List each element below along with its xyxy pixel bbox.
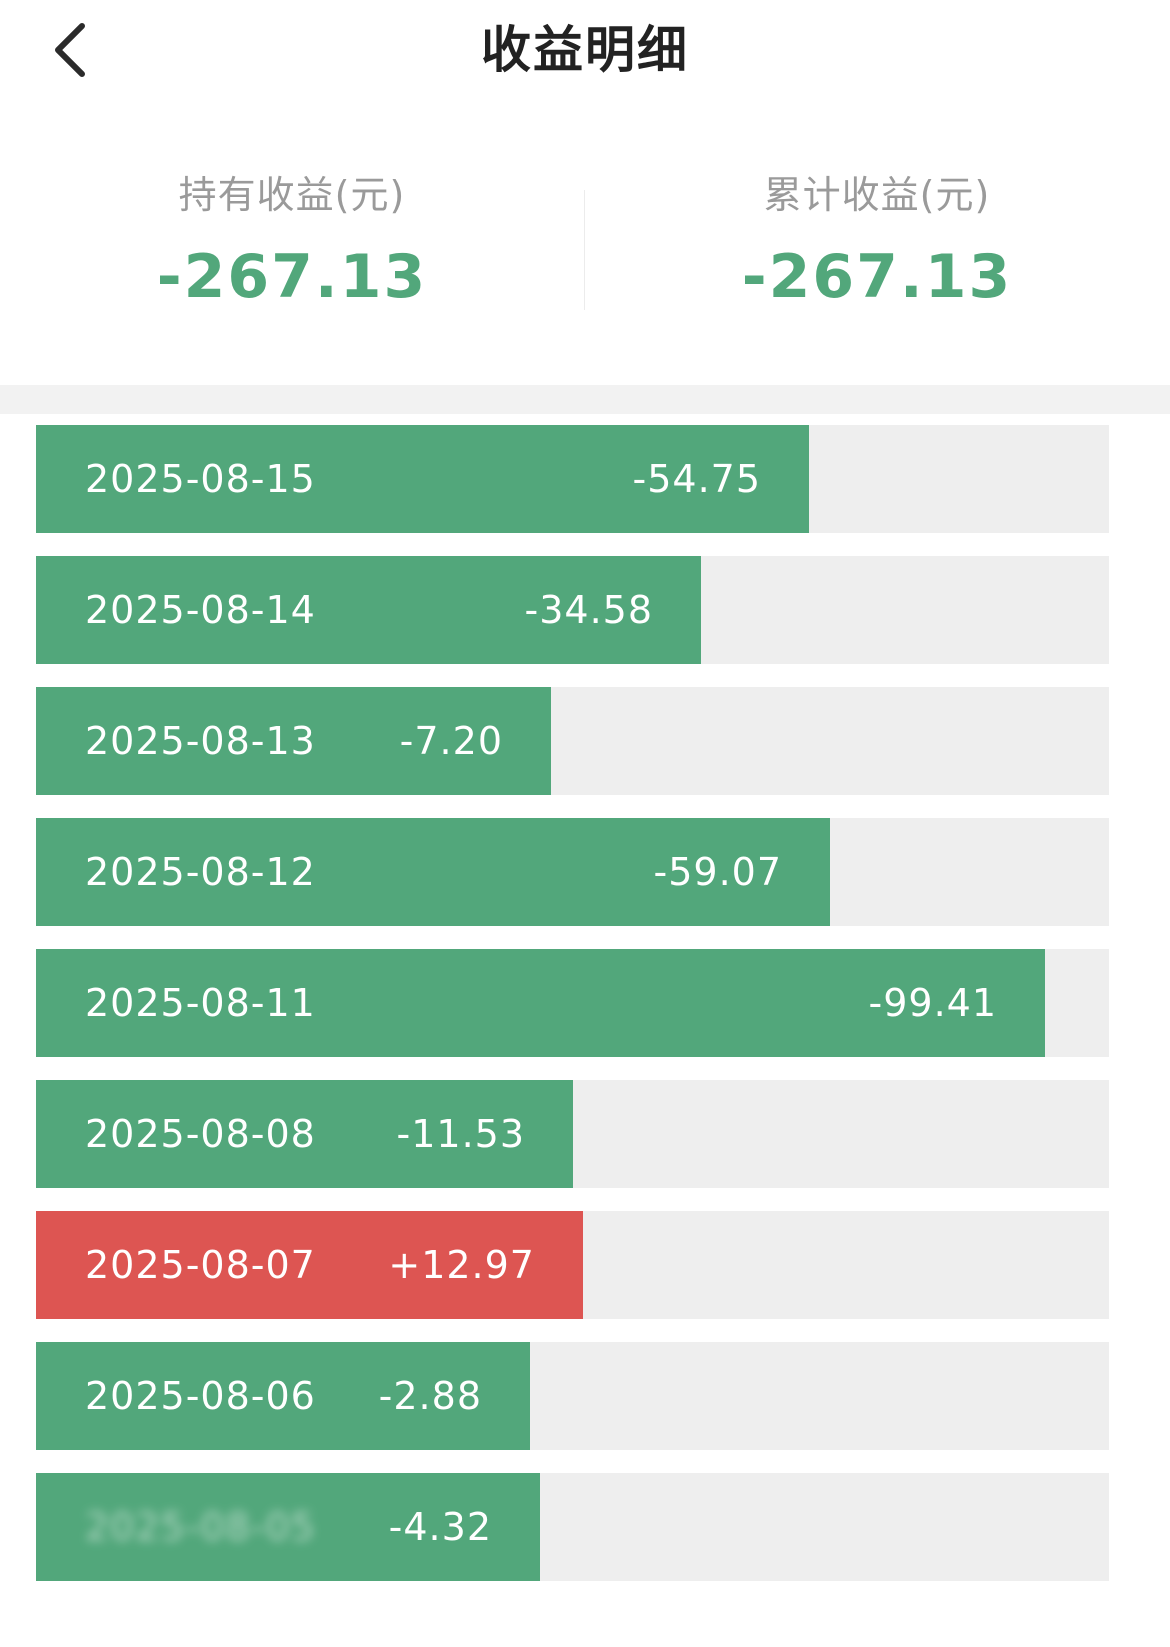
loss-bar bbox=[36, 1080, 573, 1188]
earnings-row-date: 2025-08-06 bbox=[85, 1374, 316, 1418]
holding-earnings-value: -267.13 bbox=[156, 242, 428, 312]
loss-bar bbox=[36, 687, 551, 795]
earnings-row-date: 2025-08-05 bbox=[85, 1505, 316, 1549]
summary-divider bbox=[584, 190, 585, 310]
holding-earnings-label: 持有收益(元) bbox=[178, 173, 406, 217]
loss-bar bbox=[36, 425, 809, 533]
loss-bar bbox=[36, 1342, 530, 1450]
earnings-row[interactable]: 2025-08-13 -7.20 bbox=[36, 687, 1109, 795]
earnings-row-value: -4.32 bbox=[388, 1505, 492, 1549]
section-divider bbox=[0, 385, 1170, 414]
earnings-row-value: -99.41 bbox=[868, 981, 997, 1025]
earnings-row-date: 2025-08-14 bbox=[85, 588, 316, 632]
chevron-left-icon bbox=[55, 23, 85, 77]
cumulative-earnings: 累计收益(元) -267.13 bbox=[597, 170, 1157, 312]
earnings-row-value: -34.58 bbox=[524, 588, 653, 632]
earnings-row-date: 2025-08-11 bbox=[85, 981, 316, 1025]
earnings-row-date: 2025-08-07 bbox=[85, 1243, 316, 1287]
earnings-row-value: -54.75 bbox=[632, 457, 761, 501]
earnings-row[interactable]: 2025-08-15 -54.75 bbox=[36, 425, 1109, 533]
earnings-row-value: -2.88 bbox=[378, 1374, 482, 1418]
page-title: 收益明细 bbox=[481, 21, 689, 79]
earnings-row-date: 2025-08-15 bbox=[85, 457, 316, 501]
back-button[interactable] bbox=[42, 18, 102, 82]
earnings-row[interactable]: 2025-08-14 -34.58 bbox=[36, 556, 1109, 664]
earnings-row[interactable]: 2025-08-05 -4.32 bbox=[36, 1473, 1109, 1581]
cumulative-earnings-value: -267.13 bbox=[741, 242, 1013, 312]
earnings-row[interactable]: 2025-08-07 +12.97 bbox=[36, 1211, 1109, 1319]
earnings-row[interactable]: 2025-08-11 -99.41 bbox=[36, 949, 1109, 1057]
earnings-row-value: -7.20 bbox=[399, 719, 503, 763]
holding-earnings: 持有收益(元) -267.13 bbox=[12, 170, 572, 312]
earnings-row-date: 2025-08-08 bbox=[85, 1112, 316, 1156]
gain-bar bbox=[36, 1211, 583, 1319]
earnings-row-value: +12.97 bbox=[388, 1243, 535, 1287]
header-bar: 收益明细 bbox=[0, 0, 1170, 105]
earnings-summary: 持有收益(元) -267.13 累计收益(元) -267.13 bbox=[0, 105, 1170, 385]
earnings-row[interactable]: 2025-08-06 -2.88 bbox=[36, 1342, 1109, 1450]
earnings-row-value: -59.07 bbox=[653, 850, 782, 894]
cumulative-earnings-label: 累计收益(元) bbox=[763, 173, 991, 217]
loss-bar bbox=[36, 1473, 540, 1581]
loss-bar bbox=[36, 949, 1045, 1057]
earnings-row[interactable]: 2025-08-12 -59.07 bbox=[36, 818, 1109, 926]
loss-bar bbox=[36, 818, 830, 926]
loss-bar bbox=[36, 556, 701, 664]
earnings-row[interactable]: 2025-08-08 -11.53 bbox=[36, 1080, 1109, 1188]
daily-earnings-list: 2025-08-15 -54.75 2025-08-14 -34.58 2025-08-… bbox=[0, 414, 1170, 1647]
earnings-row-value: -11.53 bbox=[396, 1112, 525, 1156]
earnings-row-date: 2025-08-12 bbox=[85, 850, 316, 894]
earnings-row-date: 2025-08-13 bbox=[85, 719, 316, 763]
